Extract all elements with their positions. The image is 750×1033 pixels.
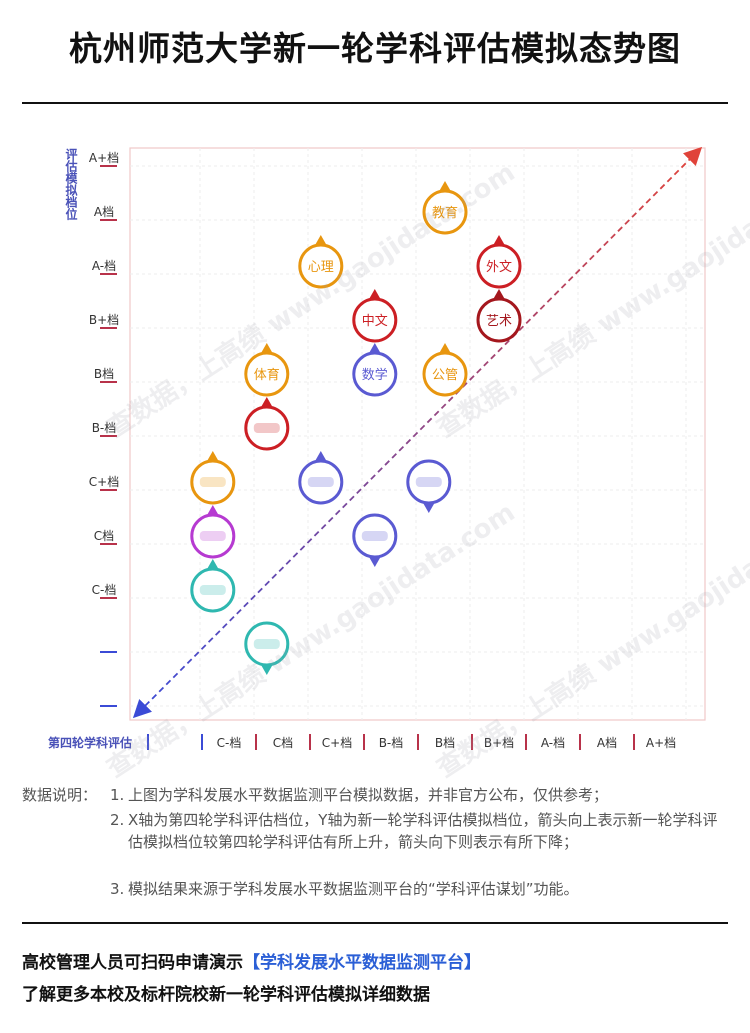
x-tick-label: C档 (273, 736, 293, 750)
note-number: 3. (110, 880, 125, 898)
x-tick-label: C+档 (322, 736, 352, 750)
blurred-label (361, 531, 388, 541)
subject-marker: 心理 (298, 235, 344, 289)
diagonal-arrow (132, 146, 703, 719)
blurred-label (199, 531, 226, 541)
x-axis-label: 第四轮学科评估 (48, 735, 132, 750)
note-number: 1. (110, 786, 125, 804)
point-circle (244, 621, 290, 667)
point-circle (244, 405, 290, 451)
point-label: 体育 (254, 367, 280, 383)
point-circle (352, 513, 398, 559)
x-tick-label: A+档 (646, 736, 676, 750)
footer-line-1: 高校管理人员可扫码申请演示【学科发展水平数据监测平台】 (22, 948, 481, 973)
note-text: 上图为学科发展水平数据监测平台模拟数据，并非官方公布，仅供参考； (128, 786, 609, 804)
point-circle (476, 243, 522, 289)
y-tick-label: A+档 (89, 151, 119, 165)
x-tick-label: C-档 (217, 736, 242, 750)
point-label: 数学 (362, 367, 388, 383)
subject-marker: 数学 (352, 343, 398, 397)
subject-marker: 外文 (476, 235, 522, 289)
subject-marker (244, 621, 290, 675)
subject-marker (190, 559, 236, 613)
blurred-label (253, 423, 280, 433)
point-label: 心理 (308, 260, 334, 275)
notes-lead: 数据说明： (22, 786, 98, 804)
note-number: 2. (110, 811, 125, 829)
blurred-label (253, 639, 280, 649)
note-text: 模拟结果来源于学科发展水平数据监测平台的“学科评估谋划”功能。 (128, 880, 579, 898)
blurred-label (307, 477, 334, 487)
point-circle (190, 513, 236, 559)
subject-marker (406, 459, 452, 513)
point-circle (476, 297, 522, 343)
point-circle (406, 459, 452, 505)
y-tick-label: C档 (94, 529, 114, 543)
point-circle (352, 297, 398, 343)
y-tick-label: B-档 (92, 421, 117, 435)
subject-marker (190, 451, 236, 505)
x-tick-label: B-档 (379, 736, 404, 750)
blurred-label (199, 477, 226, 487)
x-tick-label: A-档 (541, 736, 565, 750)
blurred-label (199, 585, 226, 595)
point-label: 教育 (432, 205, 458, 221)
point-circle (190, 459, 236, 505)
point-circle (422, 351, 468, 397)
subject-marker (298, 451, 344, 505)
y-tick-label: B+档 (89, 313, 119, 327)
footer-prefix: 高校管理人员可扫码申请演示 (22, 953, 243, 973)
footer-divider (22, 922, 728, 924)
point-label: 公管 (432, 368, 458, 383)
y-tick-label: A-档 (92, 259, 116, 273)
subject-marker (244, 397, 290, 451)
subject-marker (352, 513, 398, 567)
point-label: 中文 (362, 314, 388, 329)
footer-line-2: 了解更多本校及标杆院校新一轮学科评估模拟详细数据 (22, 985, 430, 1005)
y-tick-label: A档 (94, 205, 114, 219)
platform-link[interactable]: 【学科发展水平数据监测平台】 (243, 953, 481, 973)
y-tick-label: C-档 (92, 583, 117, 597)
point-circle (244, 351, 290, 397)
subject-marker: 体育 (244, 343, 290, 397)
subject-marker (190, 505, 236, 559)
title-divider (22, 102, 728, 104)
point-circle (422, 189, 468, 235)
point-circle (352, 351, 398, 397)
blurred-label (415, 477, 442, 487)
y-tick-label: C+档 (89, 475, 119, 489)
point-label: 艺术 (486, 314, 512, 329)
point-label: 外文 (486, 260, 512, 275)
x-tick-label: A档 (597, 736, 617, 750)
subject-marker: 中文 (352, 289, 398, 343)
subject-marker: 艺术 (476, 289, 522, 343)
point-circle (190, 567, 236, 613)
y-axis-label: 评估模拟档位 (64, 148, 78, 220)
x-tick-label: B+档 (484, 736, 514, 750)
subject-marker: 教育 (422, 181, 468, 235)
point-circle (298, 459, 344, 505)
y-tick-label: B档 (94, 367, 114, 381)
note-text: X轴为第四轮学科评估档位，Y轴为新一轮学科评估模拟档位，箭头向上表示新一轮学科评… (128, 811, 718, 851)
subject-marker: 公管 (422, 343, 468, 397)
point-circle (298, 243, 344, 289)
x-tick-label: B档 (435, 736, 455, 750)
page-title: 杭州师范大学新一轮学科评估模拟态势图 (69, 29, 681, 68)
